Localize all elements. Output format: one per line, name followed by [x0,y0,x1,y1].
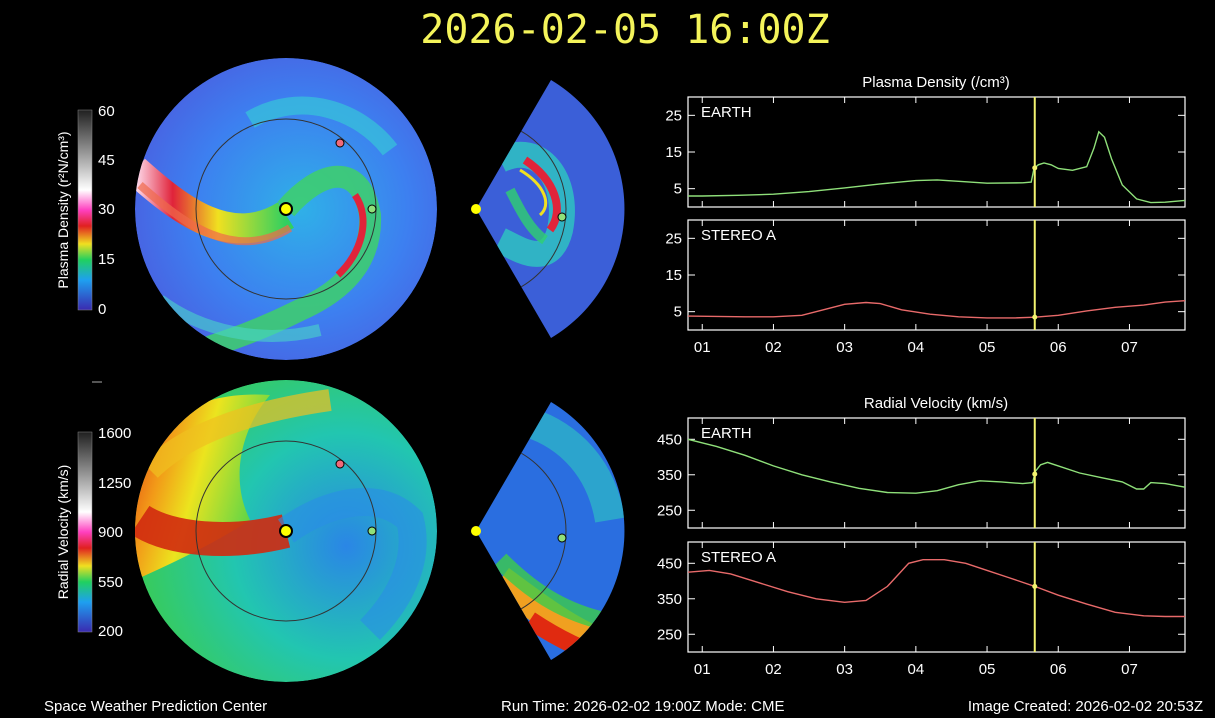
chart-panel: 25 15 5 EARTH [665,96,1186,208]
stereo-a-marker [335,459,345,469]
chart-title-density: Plasma Density (/cm³) [862,74,1010,91]
y-tick-label: 450 [657,555,682,572]
y-tick-label: 25 [665,107,682,124]
colorbar-tick: 0 [98,301,106,318]
x-tick-label: 07 [1121,661,1138,678]
colorbar-label: Plasma Density (r²N/cm³) [55,131,71,288]
colorbar-tick: 1600 [98,425,131,442]
y-tick-label: 5 [674,304,682,321]
y-tick-label: 25 [665,230,682,247]
colorbar-label: Radial Velocity (km/s) [55,465,71,600]
footer-image-created: Image Created: 2026-02-02 20:53Z [968,698,1203,715]
panel-label: EARTH [701,425,752,442]
y-tick-label: 450 [657,431,682,448]
colorbar-tick: 200 [98,623,123,640]
plot-frame [687,96,1186,208]
series-line [687,438,1186,494]
y-tick-label: 15 [665,144,682,161]
x-tick-label: 06 [1050,339,1067,356]
x-tick-label: 02 [765,661,782,678]
velocity-colorbar: Radial Velocity (km/s) 1600 1250 900 550… [55,425,131,640]
y-tick-label: 350 [657,467,682,484]
sun-marker [471,526,481,536]
colorbar-tick: 60 [98,103,115,120]
panel-label: STEREO A [701,549,776,566]
density-colorbar: Plasma Density (r²N/cm³) 60 45 30 15 0 [55,103,115,318]
earth-marker [367,526,377,536]
y-tick-label: 250 [657,626,682,643]
x-tick-label: 05 [979,339,996,356]
panel-label: STEREO A [701,227,776,244]
colorbar-tick: 15 [98,251,115,268]
chart-panel: 25 15 5 01 02 03 04 05 06 07 STEREO A [665,219,1186,356]
sun-marker [279,202,293,216]
colorbar-tick: 550 [98,574,123,591]
x-tick-label: 07 [1121,339,1138,356]
colorbar-tick: 30 [98,201,115,218]
x-tick-label: 06 [1050,661,1067,678]
x-tick-label: 03 [836,339,853,356]
panel-label: EARTH [701,104,752,121]
x-tick-label: 03 [836,661,853,678]
y-tick-label: 15 [665,267,682,284]
x-tick-label: 04 [908,661,925,678]
x-tick-label: 05 [979,661,996,678]
chart-title-velocity: Radial Velocity (km/s) [864,395,1008,412]
plot-frame [687,219,1186,331]
x-tick-label: 01 [694,661,711,678]
forecast-datetime: 2026-02-05 16:00Z [420,7,829,53]
chart-panel: 450 350 250 EARTH [657,417,1186,529]
series-line [688,130,1186,204]
colorbar-tick: 900 [98,524,123,541]
y-tick-label: 350 [657,591,682,608]
series-line [687,559,1185,618]
series-line [687,300,1186,319]
y-tick-label: 250 [657,502,682,519]
colorbar-tick: 1250 [98,475,131,492]
footer-organization: Space Weather Prediction Center [44,698,267,715]
x-tick-label: 01 [694,339,711,356]
sun-marker [471,204,481,214]
plot-frame [687,417,1186,529]
x-tick-label: 04 [908,339,925,356]
chart-panel: 450 350 250 01 02 03 04 05 06 07 STEREO A [657,541,1186,678]
y-tick-label: 5 [674,181,682,198]
sun-marker [279,524,293,538]
footer-run-info: Run Time: 2026-02-02 19:00Z Mode: CME [501,698,784,715]
earth-marker [557,212,567,222]
stereo-a-marker [335,138,345,148]
earth-marker [557,533,567,543]
colorbar-tick: 45 [98,152,115,169]
x-tick-label: 02 [765,339,782,356]
earth-marker [367,204,377,214]
